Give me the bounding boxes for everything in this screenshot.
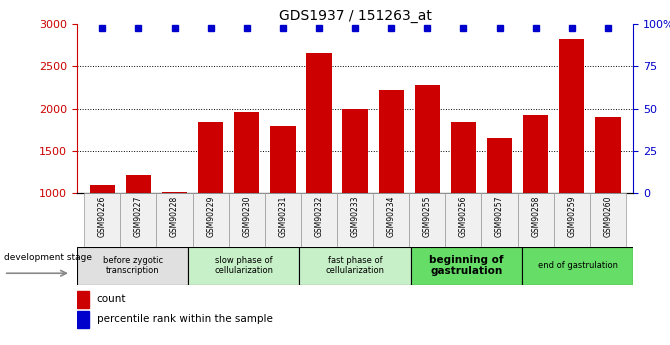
Bar [299, 247, 411, 285]
Bar [409, 193, 446, 247]
Text: GSM90230: GSM90230 [243, 196, 251, 237]
Text: beginning of
gastrulation: beginning of gastrulation [429, 255, 504, 276]
Text: GSM90232: GSM90232 [314, 196, 324, 237]
Bar [126, 176, 151, 193]
Text: GSM90226: GSM90226 [98, 196, 107, 237]
Text: end of gastrulation: end of gastrulation [537, 261, 618, 270]
Bar [342, 109, 368, 193]
Bar [411, 247, 522, 285]
Bar [198, 122, 223, 193]
Text: slow phase of
cellularization: slow phase of cellularization [214, 256, 273, 275]
Bar [84, 193, 121, 247]
Text: GSM90228: GSM90228 [170, 196, 179, 237]
Text: GSM90257: GSM90257 [495, 196, 504, 237]
Bar [157, 193, 192, 247]
Bar [77, 247, 188, 285]
Text: GSM90260: GSM90260 [604, 196, 612, 237]
Bar [306, 53, 332, 193]
Bar [553, 193, 590, 247]
Text: fast phase of
cellularization: fast phase of cellularization [326, 256, 385, 275]
Bar [270, 126, 295, 193]
Text: count: count [96, 294, 126, 304]
Title: GDS1937 / 151263_at: GDS1937 / 151263_at [279, 9, 431, 23]
Bar [77, 310, 89, 328]
Text: GSM90258: GSM90258 [531, 196, 540, 237]
Bar [90, 185, 115, 193]
Bar [595, 117, 620, 193]
Bar [337, 193, 373, 247]
Text: percentile rank within the sample: percentile rank within the sample [96, 314, 273, 324]
Bar [121, 193, 157, 247]
Text: before zygotic
transcription: before zygotic transcription [103, 256, 163, 275]
Bar [379, 90, 404, 193]
Bar [301, 193, 337, 247]
Text: GSM90229: GSM90229 [206, 196, 215, 237]
Bar [234, 112, 259, 193]
Bar [523, 116, 548, 193]
Text: GSM90233: GSM90233 [350, 196, 360, 237]
Bar [451, 122, 476, 193]
Text: GSM90227: GSM90227 [134, 196, 143, 237]
Bar [518, 193, 553, 247]
Bar [487, 138, 512, 193]
Text: GSM90231: GSM90231 [278, 196, 287, 237]
Bar [446, 193, 482, 247]
Bar [192, 193, 228, 247]
Bar [228, 193, 265, 247]
Bar [373, 193, 409, 247]
Text: GSM90255: GSM90255 [423, 196, 432, 237]
Text: GSM90259: GSM90259 [567, 196, 576, 237]
Text: GSM90256: GSM90256 [459, 196, 468, 237]
Bar [482, 193, 518, 247]
Bar [415, 85, 440, 193]
Text: development stage: development stage [4, 253, 92, 262]
Bar [559, 39, 584, 193]
Bar [77, 291, 89, 308]
Bar [188, 247, 299, 285]
Bar [265, 193, 301, 247]
Bar [590, 193, 626, 247]
Bar [522, 247, 633, 285]
Text: GSM90234: GSM90234 [387, 196, 396, 237]
